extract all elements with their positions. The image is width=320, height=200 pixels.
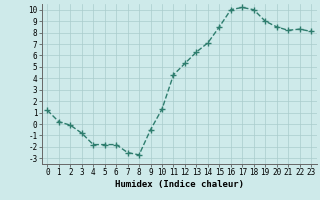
X-axis label: Humidex (Indice chaleur): Humidex (Indice chaleur)	[115, 180, 244, 189]
